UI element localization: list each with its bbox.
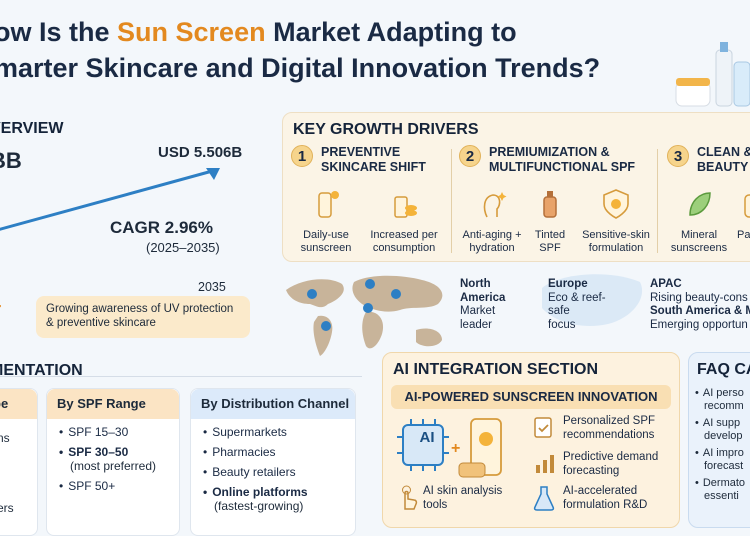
- overview-start-value: BB: [0, 148, 22, 173]
- ai-item-predictive: Predictive demand forecasting: [563, 451, 659, 477]
- driver-title: PREVENTIVE SKINCARE SHIFT: [321, 145, 426, 174]
- segment-header: By SPF Range: [47, 389, 179, 419]
- ai-integration-section: AI INTEGRATION SECTION AI-POWERED SUNSCR…: [382, 352, 680, 528]
- market-segmentation: MENTATION pe ns ers By SPF Range SPF 15–…: [0, 350, 362, 536]
- region-north-america: North America Market leader: [460, 278, 506, 331]
- clipboard-check-icon: [534, 417, 552, 438]
- pack-icon: [744, 194, 750, 218]
- divider: [451, 149, 452, 253]
- ai-heading: AI INTEGRATION SECTION: [393, 361, 599, 378]
- svg-text:+: +: [451, 440, 460, 457]
- sub-increased-consumption: Increased per consumption: [363, 187, 445, 255]
- segment-by-spf: By SPF Range SPF 15–30 SPF 30–50 (most p…: [46, 388, 180, 536]
- ai-subheading: AI-POWERED SUNSCREEN INNOVATION: [391, 385, 671, 409]
- sub-tinted: Tinted SPF: [525, 187, 575, 255]
- bar-chart-icon: [536, 455, 554, 473]
- segment-by-type: pe ns ers: [0, 388, 38, 536]
- title-line1-pre: ow Is the: [0, 17, 118, 47]
- driver-preventive: 1 PREVENTIVE SKINCARE SHIFT Daily-use sun…: [291, 145, 451, 257]
- segment-by-distribution: By Distribution Channel Supermarkets Pha…: [190, 388, 356, 536]
- segment-item: Beauty retailers: [203, 465, 355, 479]
- overview-callout-letter: T: [0, 302, 1, 323]
- segmentation-heading: MENTATION: [0, 362, 83, 379]
- sunscreen-products-illustration: [675, 42, 750, 107]
- ai-item-skin-analysis: AI skin analysis tools: [423, 485, 503, 511]
- face-sparkle-icon: [483, 192, 507, 218]
- sub-pack: Pa: [737, 187, 750, 242]
- segment-item: Supermarkets: [203, 425, 355, 439]
- driver-title: PREMIUMIZATION & MULTIFUNCTIONAL SPF: [489, 145, 636, 174]
- segment-item: SPF 30–50: [59, 445, 179, 459]
- overview-cagr-period: (2025–2035): [146, 240, 220, 255]
- key-growth-drivers: KEY GROWTH DRIVERS 1 PREVENTIVE SKINCARE …: [282, 112, 750, 262]
- overview-end-year: 2035: [198, 280, 226, 294]
- trend-line-chart: [0, 168, 220, 231]
- coins-stack-icon: [394, 196, 417, 218]
- segment-header: pe: [0, 389, 37, 419]
- regional-map: North America Market leader Europe Eco & ree…: [282, 268, 750, 368]
- drivers-heading: KEY GROWTH DRIVERS: [293, 121, 479, 138]
- market-overview: VERVIEW BB USD 5.506B CAGR 2.96% (2025–2…: [0, 112, 262, 342]
- driver-premiumization: 2 PREMIUMIZATION & MULTIFUNCTIONAL SPF An…: [459, 145, 655, 257]
- segment-header: By Distribution Channel: [191, 389, 355, 419]
- driver-clean-beauty: 3 CLEAN & BEAUTY Mineral sunscreens Pa: [667, 145, 750, 257]
- europe-map-bg-icon: [542, 274, 643, 327]
- driver-number-badge: 3: [667, 145, 689, 167]
- overview-cagr: CAGR 2.96%: [110, 218, 213, 237]
- tinted-bottle-icon: [543, 191, 557, 218]
- flask-icon: [533, 486, 555, 511]
- trend-line: [0, 168, 217, 231]
- title-line2: marter Skincare and Digital Innovation T…: [0, 53, 601, 83]
- title-highlight: Sun Screen: [117, 17, 266, 47]
- ai-chip-sunscreen-illustration: +: [397, 418, 502, 478]
- divider: [657, 149, 658, 253]
- overview-callout: Growing awareness of UV protection & pre…: [36, 296, 250, 338]
- page-title: ow Is the Sun Screen Market Adapting to …: [0, 14, 674, 86]
- tap-hand-icon: [402, 485, 418, 510]
- sunscreen-tube-icon: [318, 191, 339, 218]
- title-line1-post: Market Adapting to: [265, 17, 517, 47]
- overview-heading: VERVIEW: [0, 120, 64, 137]
- driver-title: CLEAN & BEAUTY: [697, 145, 750, 174]
- ai-item-formulation: AI-accelerated formulation R&D: [563, 485, 648, 511]
- faq-heading: FAQ CA: [697, 361, 750, 378]
- segment-item: Pharmacies: [203, 445, 355, 459]
- segment-item: SPF 15–30: [59, 425, 179, 439]
- divider: [0, 376, 362, 377]
- sub-daily-use: Daily-use sunscreen: [291, 187, 361, 255]
- sub-anti-aging: Anti-aging + hydration: [455, 187, 529, 255]
- sub-mineral: Mineral sunscreens: [663, 187, 735, 255]
- leaf-icon: [689, 192, 711, 216]
- ai-item-personalized: Personalized SPF recommendations: [563, 415, 656, 441]
- map-pins: [307, 279, 401, 331]
- driver-number-badge: 1: [291, 145, 313, 167]
- ai-chip-label: AI: [419, 429, 435, 446]
- trend-arrowhead: [206, 168, 220, 180]
- segment-item: SPF 50+: [59, 479, 179, 493]
- segment-item: Online platforms: [203, 485, 355, 499]
- world-map-icon: [286, 275, 443, 356]
- segment-item-note: (fastest-growing): [214, 499, 304, 513]
- sub-sensitive: Sensitive-skin formulation: [573, 187, 659, 255]
- region-europe: Europe Eco & reef-safe focus: [548, 278, 606, 331]
- segment-item-note: (most preferred): [70, 459, 157, 473]
- shield-sun-icon: [603, 189, 629, 219]
- overview-end-value: USD 5.506B: [158, 144, 243, 161]
- driver-number-badge: 2: [459, 145, 481, 167]
